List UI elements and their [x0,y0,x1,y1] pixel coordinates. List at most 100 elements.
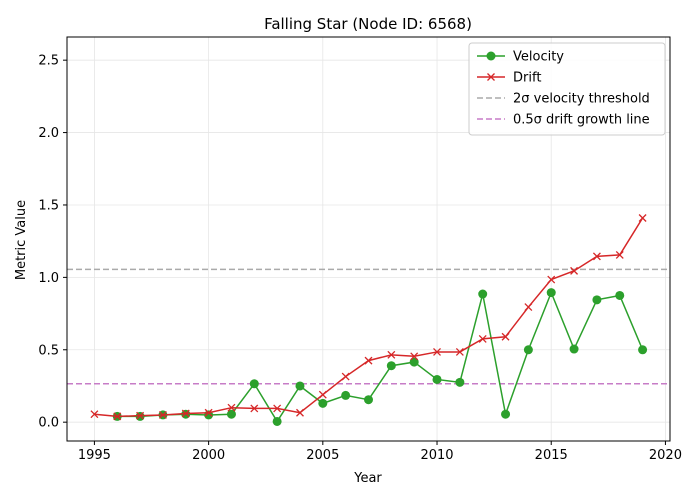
data-point [204,408,213,417]
x-tick-label: 2005 [306,448,339,463]
data-point [273,404,282,413]
data-point [136,411,145,420]
data-point [615,290,625,300]
data-point [387,350,396,359]
data-point [547,275,556,284]
marker-stroke [90,410,99,419]
marker-stroke [387,350,396,359]
marker-stroke [524,303,533,312]
data-point [524,303,533,312]
y-tick-label: 1.0 [38,271,59,286]
plot-area-frame [66,36,671,442]
marker-stroke [410,352,419,361]
marker-stroke [136,411,145,420]
marker-stroke [364,356,373,365]
data-point [181,409,190,418]
marker-stroke [204,408,213,417]
x-axis-title: Year [353,471,382,486]
x-tick-label: 2020 [649,448,682,463]
legend-item: Drift [477,71,541,86]
marker-stroke [570,266,579,275]
y-tick-label: 2.0 [38,126,59,141]
data-point [272,416,282,426]
legend-swatch-marker [487,73,495,81]
data-point [433,347,441,356]
data-point [570,266,579,275]
data-point [113,412,122,421]
data-point [409,357,419,367]
marker-stroke [158,410,167,419]
marker-stroke [318,390,327,399]
data-point [638,214,647,222]
data-point [250,404,259,413]
data-point [592,295,602,305]
data-point [158,410,167,419]
data-point [386,361,396,371]
y-axis-title: Metric Value [14,200,29,280]
x-tick-label: 2015 [535,448,568,463]
marker-stroke [181,409,190,418]
legend-label: Drift [513,71,541,86]
marker-stroke [273,404,282,413]
data-point [615,250,624,259]
data-point [410,352,419,361]
data-point [318,398,328,408]
marker-stroke [250,404,259,413]
marker-stroke [478,334,487,343]
data-point [249,379,259,389]
marker-stroke [455,347,464,356]
data-point [318,390,327,399]
legend-label: 0.5σ drift growth line [513,113,650,128]
marker-stroke [113,412,122,421]
marker-stroke [227,403,236,412]
data-point [364,395,373,405]
legend-label: 2σ velocity threshold [513,92,650,107]
marker-stroke [615,250,624,259]
legend-item: 0.5σ drift growth line [477,113,650,128]
legend-swatch-marker [486,51,496,61]
data-point [455,347,464,356]
chart-title: Falling Star (Node ID: 6568) [264,15,472,33]
marker-stroke [592,252,601,261]
legend-box [468,42,666,136]
data-point [455,377,465,387]
x-tick-label: 2000 [192,448,225,463]
series-drift [90,214,647,421]
marker-stroke [296,408,304,417]
data-point [296,408,304,417]
legend-label: Velocity [513,50,564,65]
marker-stroke [433,347,441,356]
data-point [227,403,236,412]
legend: Velocity Drift 2σ velocity threshold 0.5σ d… [468,42,666,136]
marker-stroke [547,275,556,284]
legend-item: 2σ velocity threshold [477,92,650,107]
data-point [90,410,99,419]
legend-item: Velocity [477,50,564,65]
series-group [90,214,648,426]
data-point [523,345,533,355]
data-point [226,409,236,419]
axis-ticks: 1995 2000 2005 2010 2015 2020 0.0 0.5 1.0 1.5 2.0 2… [38,54,682,463]
data-point [432,374,442,384]
data-point [638,345,648,355]
data-point [478,289,488,299]
marker-stroke [638,214,647,222]
x-tick-label: 2010 [420,448,453,463]
data-point [478,334,487,343]
data-point [501,332,510,341]
y-tick-label: 2.5 [38,54,59,69]
data-point [341,372,350,381]
x-tick-label: 1995 [78,448,111,463]
marker-stroke [501,332,510,341]
data-point [501,409,511,419]
reference-lines [67,268,670,385]
y-tick-label: 0.0 [38,416,59,431]
marker-stroke [341,372,350,381]
data-point [295,381,305,391]
data-point [546,288,556,298]
data-point [341,390,351,400]
y-tick-label: 0.5 [38,343,59,358]
data-point [364,356,373,365]
data-point [592,252,601,261]
